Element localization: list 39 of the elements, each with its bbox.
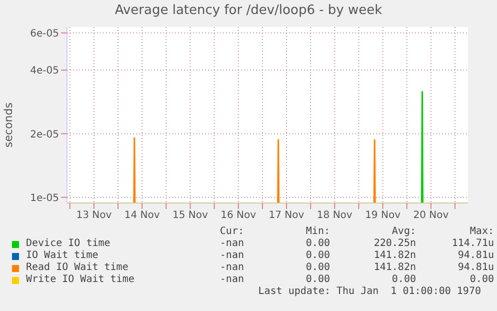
legend-label: Read IO Wait time xyxy=(26,262,130,274)
text: 114.71u xyxy=(450,238,494,250)
legend-label: Write IO Wait time xyxy=(26,274,136,286)
text: -nan xyxy=(218,274,244,286)
x-tick-label: 14 Nov xyxy=(124,210,160,222)
legend-label: Device IO time xyxy=(26,238,112,250)
text: -nan xyxy=(218,250,244,262)
text: 94.81u xyxy=(456,262,494,274)
x-tick-label: 18 Nov xyxy=(316,210,352,222)
text: Max: xyxy=(468,226,494,238)
x-tick-label: 13 Nov xyxy=(76,210,112,222)
y-axis-title: seconds xyxy=(2,102,15,148)
x-tick-label: 19 Nov xyxy=(365,210,401,222)
y-tick-label: 1e-05 xyxy=(30,192,59,204)
text: 220.25n xyxy=(372,238,416,250)
chart-title: Average latency for /dev/loop6 - by week xyxy=(114,3,384,18)
x-tick-label: 16 Nov xyxy=(220,210,256,222)
text: 0.00 xyxy=(468,274,494,286)
text: 0.00 xyxy=(304,262,330,274)
text: Min: xyxy=(304,226,330,238)
legend-label: IO Wait time xyxy=(26,250,100,262)
text: Cur: xyxy=(218,226,244,238)
text: 0.00 xyxy=(304,238,330,250)
text: Last update: Thu Jan 1 01:00:00 1970 xyxy=(257,286,482,298)
text: -nan xyxy=(218,262,244,274)
text: -nan xyxy=(218,238,244,250)
text: 141.82n xyxy=(372,262,416,274)
y-tick-label: 2e-05 xyxy=(30,129,59,140)
text: 94.81u xyxy=(456,250,494,262)
text: 0.00 xyxy=(304,274,330,286)
y-tick-label: 6e-05 xyxy=(30,28,59,40)
text: Avg: xyxy=(390,226,416,238)
x-tick-label: 15 Nov xyxy=(172,210,208,222)
x-tick-label: 20 Nov xyxy=(413,210,449,222)
x-tick-label: 17 Nov xyxy=(268,210,304,222)
text: 0.00 xyxy=(304,250,330,262)
text: 0.00 xyxy=(390,274,416,286)
y-tick-label: 4e-05 xyxy=(30,66,59,77)
text: 141.82n xyxy=(372,250,416,262)
